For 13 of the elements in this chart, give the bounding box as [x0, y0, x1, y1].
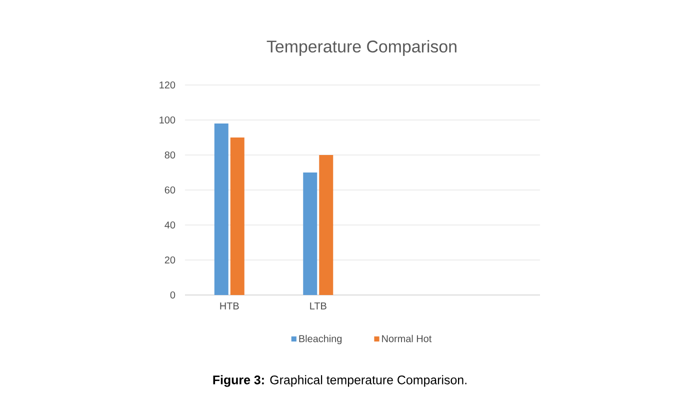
y-tick-label: 0 — [170, 291, 176, 299]
y-tick-label: 120 — [160, 81, 176, 89]
chart-title: Temperature Comparison — [266, 40, 456, 56]
legend-label: Bleaching — [299, 334, 342, 344]
y-tick-label: 60 — [164, 186, 176, 194]
y-tick-label: 20 — [164, 256, 176, 264]
legend-label: Normal Hot — [382, 334, 432, 342]
text: Figure 3: Graphical temperature Comparison. — [213, 375, 466, 387]
y-tick-label: 80 — [164, 151, 176, 159]
x-tick-label: HTB — [220, 302, 239, 310]
x-tick-label: LTB — [310, 302, 326, 310]
y-tick-label: 40 — [164, 221, 176, 229]
y-tick-label: 100 — [160, 116, 176, 124]
